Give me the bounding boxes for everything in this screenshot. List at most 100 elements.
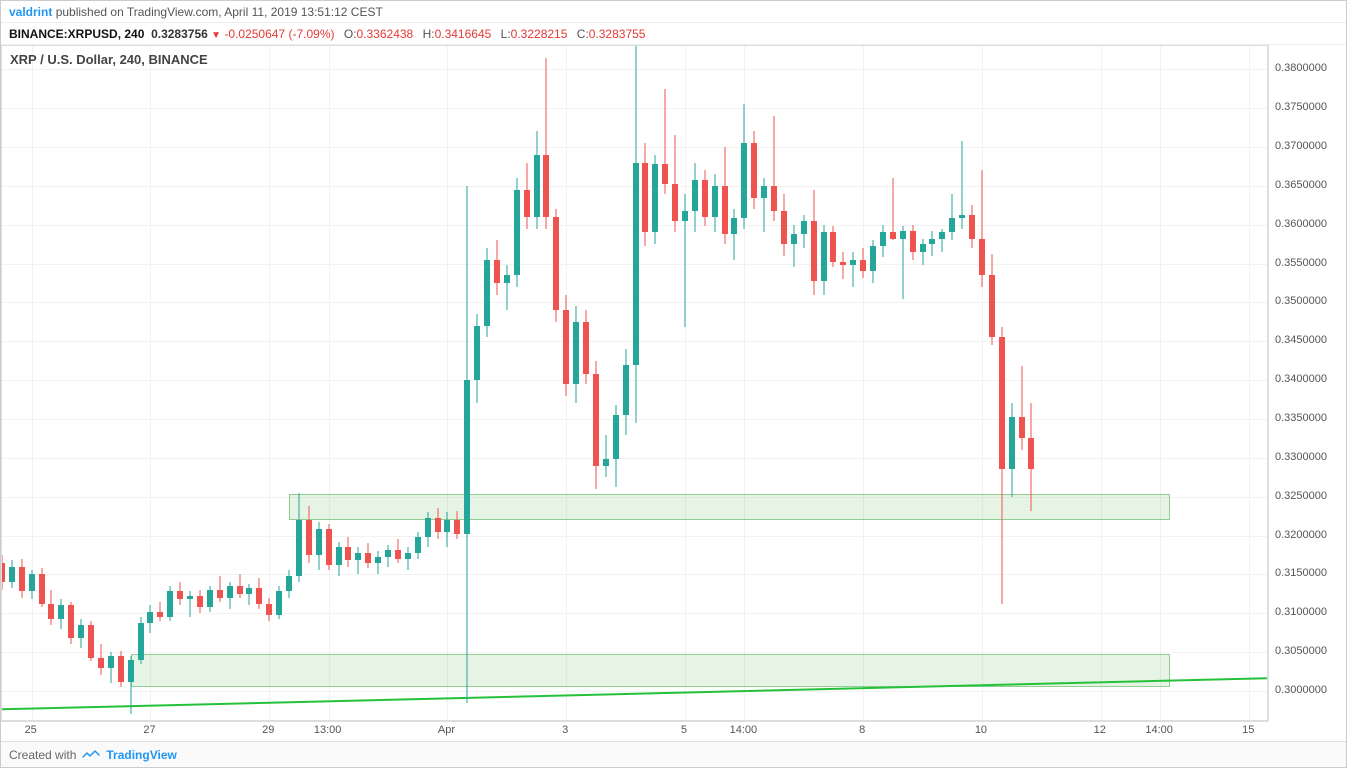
symbol-name: BINANCE:XRPUSD [9,27,118,41]
candle [19,46,25,721]
ohlc-o: 0.3362438 [357,27,414,41]
candle [454,46,460,721]
symbol-info-bar: BINANCE:XRPUSD, 240 0.3283756 ▼ -0.02506… [1,23,1346,45]
candle [68,46,74,721]
candle [811,46,817,721]
candle [474,46,480,721]
candle [177,46,183,721]
candle [880,46,886,721]
candle [227,46,233,721]
candle [890,46,896,721]
x-tick: 14:00 [730,724,758,736]
candle [712,46,718,721]
y-tick: 0.3100000 [1275,606,1327,618]
ohlc-h-label: H: [423,27,435,41]
candle [286,46,292,721]
candle [593,46,599,721]
y-tick: 0.3700000 [1275,140,1327,152]
candle [979,46,985,721]
ohlc-c-label: C: [577,27,589,41]
y-tick: 0.3800000 [1275,62,1327,74]
y-tick: 0.3600000 [1275,218,1327,230]
change-pct: (-7.09%) [288,27,334,41]
price-axis[interactable]: 0.30000000.30500000.31000000.31500000.32… [1268,45,1346,721]
candle [1009,46,1015,721]
candle [108,46,114,721]
candle [48,46,54,721]
candle [207,46,213,721]
candle [771,46,777,721]
x-tick: 27 [143,724,155,736]
ohlc-l: 0.3228215 [511,27,568,41]
candle [147,46,153,721]
candle [692,46,698,721]
y-tick: 0.3300000 [1275,451,1327,463]
footer-brand[interactable]: TradingView [106,742,176,768]
last-price: 0.3283756 [151,27,208,41]
candle [1028,46,1034,721]
y-tick: 0.3750000 [1275,101,1327,113]
candle [435,46,441,721]
candle [425,46,431,721]
candle [563,46,569,721]
x-tick: 12 [1094,724,1106,736]
candle [514,46,520,721]
publisher-name[interactable]: valdrint [9,5,52,19]
candle [276,46,282,721]
candle [731,46,737,721]
y-tick: 0.3250000 [1275,490,1327,502]
candle [920,46,926,721]
y-tick: 0.3000000 [1275,684,1327,696]
candle [702,46,708,721]
candle [821,46,827,721]
y-tick: 0.3350000 [1275,412,1327,424]
candle [642,46,648,721]
y-tick: 0.3200000 [1275,529,1327,541]
publish-bar: valdrint published on TradingView.com, A… [1,1,1346,23]
footer-bar: Created with TradingView [1,741,1346,767]
candle [939,46,945,721]
candle [830,46,836,721]
candle [613,46,619,721]
x-tick: 3 [562,724,568,736]
ohlc-l-label: L: [501,27,511,41]
x-tick: Apr [438,724,455,736]
candle [306,46,312,721]
candle [345,46,351,721]
candle [652,46,658,721]
candle [949,46,955,721]
symbol-interval: 240 [124,27,144,41]
candle [633,46,639,721]
y-tick: 0.3400000 [1275,373,1327,385]
candle [167,46,173,721]
candle [256,46,262,721]
candle [959,46,965,721]
candle [138,46,144,721]
candle [355,46,361,721]
candle [1,46,5,721]
candle [9,46,15,721]
chart-frame: valdrint published on TradingView.com, A… [0,0,1347,768]
footer-label: Created with [9,742,76,768]
time-axis[interactable]: 25272913:00Apr3514:008101214:0015 [1,721,1268,741]
candle [781,46,787,721]
y-tick: 0.3500000 [1275,295,1327,307]
candle [910,46,916,721]
candle [722,46,728,721]
candle [58,46,64,721]
candle [603,46,609,721]
candle [989,46,995,721]
candle [266,46,272,721]
candle [464,46,470,721]
chart-pane[interactable]: XRP / U.S. Dollar, 240, BINANCE [1,45,1268,721]
x-tick: 13:00 [314,724,342,736]
y-tick: 0.3550000 [1275,257,1327,269]
candle [39,46,45,721]
candle [88,46,94,721]
ohlc-c: 0.3283755 [589,27,646,41]
candle [98,46,104,721]
candle [395,46,401,721]
candle [504,46,510,721]
x-tick: 14:00 [1145,724,1173,736]
change-abs: -0.0250647 [224,27,285,41]
